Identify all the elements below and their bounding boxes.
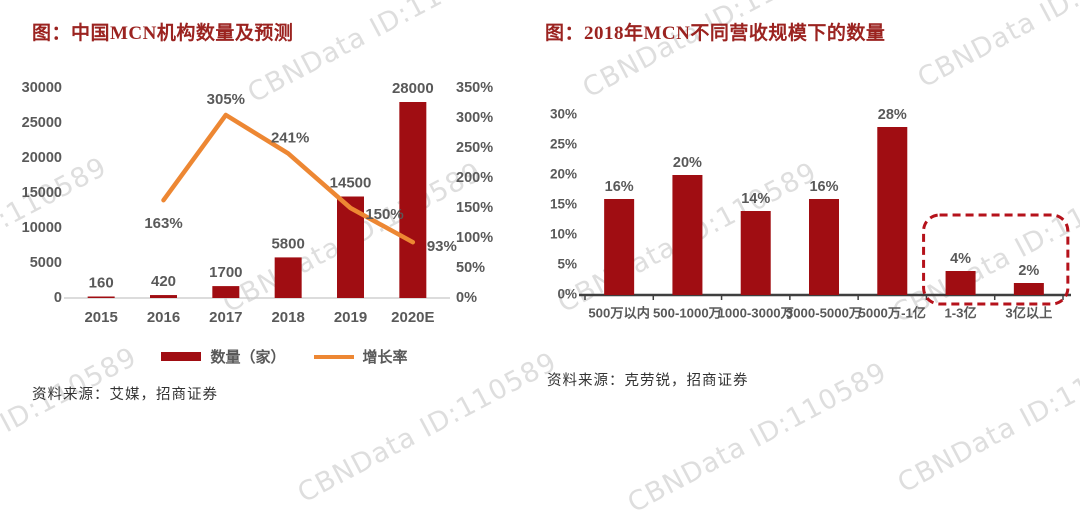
- x-tick-1-3亿: 1-3亿: [944, 304, 976, 320]
- bar-value-label: 160: [89, 274, 114, 291]
- right-source-note: 资料来源：克劳锐，招商证券: [547, 373, 749, 389]
- x-tick-1000-3000万: 1000-3000万: [718, 305, 794, 320]
- bar-value-label: 1700: [209, 264, 242, 281]
- bar-1000-3000万: [740, 211, 771, 295]
- right-y-tick: 50%: [456, 260, 485, 276]
- left-y-tick: 15000: [22, 185, 62, 201]
- line-series-swatch: [313, 354, 354, 359]
- legend-item-growth: 增长率: [313, 346, 408, 367]
- bar-value-label: 4%: [950, 251, 971, 267]
- bar-value-label: 16%: [605, 179, 634, 195]
- bar-1-3亿: [945, 271, 976, 295]
- bar-value-label: 20%: [673, 155, 702, 171]
- right-y-tick: 300%: [456, 110, 493, 126]
- line-value-label: 305%: [207, 91, 245, 108]
- left-chart-legend: 数量（家） 增长率: [52, 346, 517, 367]
- left-y-tick: 5000: [30, 255, 62, 271]
- line-value-label: 163%: [144, 215, 182, 232]
- x-tick-2018: 2018: [271, 309, 304, 326]
- bar-value-label: 16%: [809, 179, 838, 195]
- left-y-tick: 10000: [22, 220, 62, 236]
- right-y-tick: 250%: [456, 140, 493, 156]
- left-chart-title: 图：中国MCN机构数量及预测: [32, 23, 294, 44]
- bar-2020E: [399, 102, 427, 298]
- bar-value-label: 5800: [271, 235, 304, 252]
- x-tick-3亿以上: 3亿以上: [1005, 304, 1052, 320]
- line-value-label: 93%: [427, 238, 457, 255]
- x-tick-3000-5000万: 3000-5000万: [786, 305, 862, 320]
- bar-2016: [150, 295, 177, 298]
- mcn-count-chart: 0 5000 10000 15000 20000 25000 30000 0% 50% 100% 1…: [22, 80, 494, 326]
- bar-value-label: 420: [151, 273, 176, 290]
- line-value-label: 150%: [365, 206, 403, 223]
- x-tick-2019: 2019: [334, 309, 367, 326]
- bar-3亿以上: [1013, 283, 1044, 295]
- bar-2017: [212, 286, 240, 298]
- y-tick: 5%: [557, 257, 577, 272]
- line-value-label: 241%: [271, 129, 309, 146]
- x-tick-5000万-1亿: 5000万-1亿: [859, 304, 926, 320]
- left-source-note: 资料来源：艾媒，招商证券: [32, 387, 218, 403]
- left-y-tick: 20000: [22, 150, 62, 166]
- right-chart-panel: 图：2018年MCN不同营收规模下的数量 0% 5% 10% 15% 20% 25% 30%…: [533, 8, 1073, 414]
- x-tick-500-1000万: 500-1000万: [653, 305, 722, 320]
- y-tick: 15%: [550, 197, 577, 212]
- right-y-tick: 150%: [456, 200, 493, 216]
- bar-500万以内: [604, 199, 635, 295]
- right-y-tick: 350%: [456, 80, 493, 96]
- right-y-tick: 100%: [456, 230, 493, 246]
- y-tick: 10%: [550, 227, 577, 242]
- y-tick: 25%: [550, 137, 577, 152]
- y-tick: 0%: [557, 287, 577, 302]
- x-tick-500万以内: 500万以内: [588, 304, 650, 320]
- bar-value-label: 28%: [878, 107, 907, 123]
- bar-500-1000万: [672, 175, 703, 295]
- y-tick: 20%: [550, 167, 577, 182]
- bar-value-label: 14500: [330, 174, 372, 191]
- bar-2015: [87, 296, 115, 298]
- left-y-tick: 25000: [22, 115, 62, 131]
- highlight-dashed-box: [922, 213, 1070, 306]
- bar-value-label: 28000: [392, 80, 434, 97]
- legend-label-count: 数量（家）: [210, 349, 286, 366]
- right-y-tick: 200%: [456, 170, 493, 186]
- x-tick-2015: 2015: [84, 309, 117, 326]
- y-tick: 30%: [550, 107, 577, 122]
- bar-5000万-1亿: [877, 127, 908, 295]
- mcn-revenue-chart: 0% 5% 10% 15% 20% 25% 30% 16% 500万以内 20% 500-1000万…: [550, 107, 1071, 320]
- left-y-tick: 30000: [22, 80, 62, 96]
- right-y-tick: 0%: [456, 290, 477, 306]
- growth-line: [161, 112, 416, 245]
- legend-label-growth: 增长率: [362, 349, 408, 366]
- left-y-tick: 0: [54, 290, 62, 306]
- bar-3000-5000万: [809, 199, 839, 295]
- bar-series-swatch: [161, 352, 202, 361]
- x-tick-2017: 2017: [209, 309, 242, 326]
- bar-value-label: 14%: [741, 191, 770, 207]
- bar-value-label: 2%: [1018, 263, 1039, 279]
- right-chart-title: 图：2018年MCN不同营收规模下的数量: [545, 23, 886, 44]
- legend-item-count: 数量（家）: [161, 346, 286, 367]
- x-tick-2016: 2016: [147, 309, 180, 326]
- bar-2018: [274, 257, 302, 298]
- left-chart-panel: 图：中国MCN机构数量及预测 0 5000 10000 15000 20000 25000…: [12, 8, 517, 414]
- x-tick-2020E: 2020E: [391, 309, 434, 326]
